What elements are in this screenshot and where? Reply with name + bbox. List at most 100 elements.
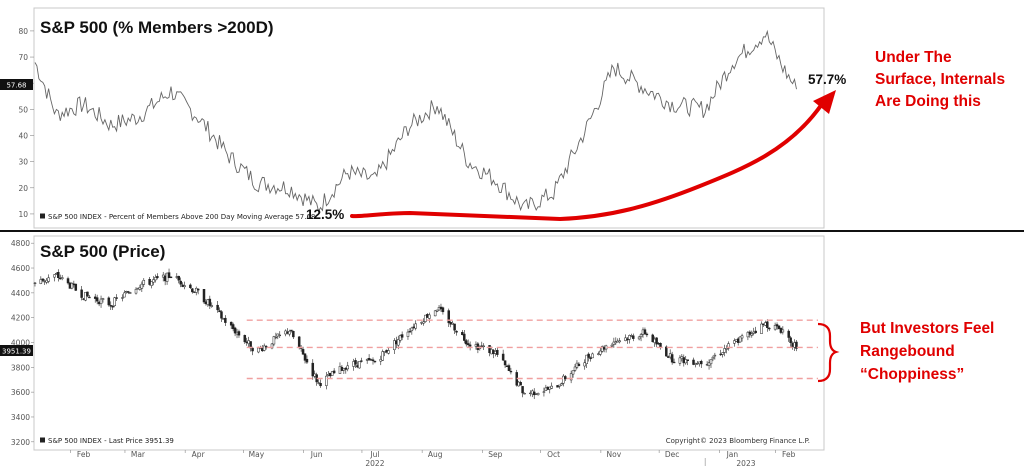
candle-body [140,283,144,289]
candle-body [128,292,132,294]
bottom-legend: S&P 500 INDEX - Last Price 3951.39 [48,437,174,445]
x-month-label: Jul [369,450,379,459]
bottom-y-tick-label: 3800 [11,363,30,372]
candle-body [773,324,777,330]
x-month-label: Sep [488,450,502,459]
top-y-tick-label: 50 [18,105,28,114]
candle-body [113,297,116,307]
top-annotation-line: Under The [875,49,952,66]
candle-body [599,350,602,355]
top-y-tick-label: 10 [18,210,28,219]
candle-body [670,354,674,363]
candle-body [536,393,540,396]
candle-body [441,307,445,313]
top-y-tick-label: 70 [18,53,28,62]
bottom-y-tick-label: 3200 [11,438,30,447]
candle-body [560,383,563,386]
candle-body [733,340,736,344]
candle-body [686,359,689,362]
top-y-tick-label: 30 [18,158,28,167]
candle-body [41,278,45,281]
candle-body [482,345,485,348]
candle-body [466,343,470,346]
x-year-label: 2022 [365,459,384,468]
bottom-y-tick-label: 4600 [11,264,30,273]
candle-body [422,321,425,324]
candle-body [463,333,466,341]
candle-body [550,385,553,389]
candle-body [111,306,114,308]
candle-body [410,327,414,332]
candle-body [723,348,726,353]
candle-body [775,324,779,327]
x-month-label: Apr [192,450,206,459]
bottom-panel-frame [33,235,825,451]
x-month-label: Nov [607,450,622,459]
candle-body [585,354,588,364]
candle-body [610,344,614,347]
candle-body [692,359,695,365]
candle-body [169,276,173,279]
candle-body [66,278,70,284]
candle-body [433,310,437,317]
candle-body [396,339,400,346]
candle-body [655,337,658,345]
candle-body [738,336,742,343]
candle-body [229,321,233,326]
candle-body [721,352,724,355]
candle-body [727,343,730,349]
candle-body [591,353,594,359]
candle-body [507,365,511,371]
candle-body [577,363,581,367]
candle-body [558,384,561,387]
bottom-y-tick-label: 4400 [11,289,30,298]
candle-body [278,334,282,337]
start-value-label: 12.5% [306,207,344,222]
candle-body [101,298,105,300]
candle-body [711,356,715,360]
candle-body [126,291,130,293]
candle-body [325,375,328,386]
candle-body [39,279,43,284]
candle-body [651,334,654,343]
x-month-label: Feb [77,450,91,459]
candle-body [519,382,522,386]
bottom-annotation-line: “Choppiness” [860,366,964,383]
bottom-last-value-badge [0,345,33,356]
candle-body [768,327,771,330]
trend-arrow [350,102,824,222]
candle-body [464,340,468,345]
top-annotation-line: Surface, Internals [875,71,1005,88]
candle-body [358,361,361,369]
candle-body [637,336,641,340]
top-y-tick-label: 80 [18,27,28,36]
candle-body [297,336,301,347]
candle-body [713,354,717,357]
candle-body [251,347,254,352]
candle-body [523,393,526,395]
candle-body [179,280,182,285]
candle-body [740,335,744,339]
candle-body [208,298,212,306]
candle-body [95,297,99,302]
candle-body [367,358,371,361]
candle-body [564,376,567,380]
end-value-label: 57.7% [808,72,846,87]
top-last-value-badge [0,79,33,90]
candle-body [301,349,305,355]
candle-body [86,291,89,297]
candle-body [789,337,792,343]
candle-body [115,297,118,299]
x-month-label: Dec [665,450,680,459]
candle-body [748,331,752,335]
candle-body [237,331,241,336]
candle-body [618,340,621,343]
candle-body [218,310,221,313]
bottom-legend-swatch [40,437,45,443]
candle-body [152,279,155,283]
candle-body [99,298,103,304]
candle-body [509,370,513,373]
candle-body [70,283,74,289]
candle-body [123,292,126,298]
